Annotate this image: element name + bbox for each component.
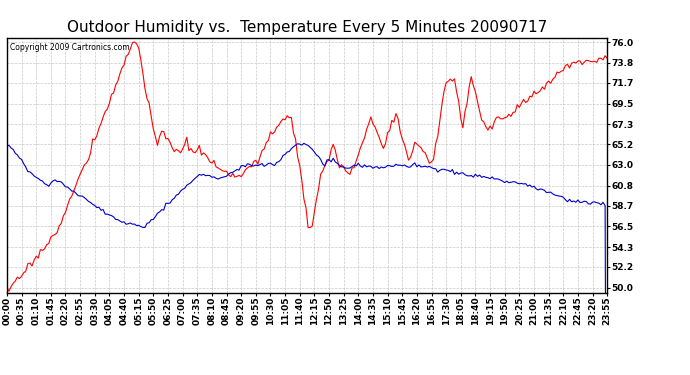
Text: Copyright 2009 Cartronics.com: Copyright 2009 Cartronics.com [10, 43, 130, 52]
Title: Outdoor Humidity vs.  Temperature Every 5 Minutes 20090717: Outdoor Humidity vs. Temperature Every 5… [67, 20, 547, 35]
